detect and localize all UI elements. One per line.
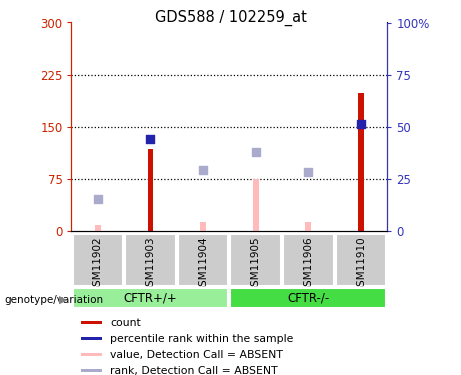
Point (147, 136, 154, 142)
Text: CFTR-/-: CFTR-/- (287, 292, 330, 304)
Bar (81, 321, 102, 324)
Text: genotype/variation: genotype/variation (5, 295, 104, 305)
Text: CFTR+/+: CFTR+/+ (124, 292, 177, 304)
Bar (283, 234, 334, 286)
Bar (125, 234, 176, 286)
Text: GSM11910: GSM11910 (356, 237, 366, 294)
Text: GDS588 / 102259_at: GDS588 / 102259_at (154, 9, 307, 26)
Bar (230, 288, 386, 308)
Text: GSM11902: GSM11902 (93, 237, 103, 294)
Bar (253, 178, 259, 231)
Text: value, Detection Call = ABSENT: value, Detection Call = ABSENT (110, 350, 283, 360)
Bar (81, 337, 102, 340)
Point (94, 196, 101, 202)
Text: rank, Detection Call = ABSENT: rank, Detection Call = ABSENT (110, 366, 278, 375)
Bar (230, 234, 281, 286)
Text: GSM11903: GSM11903 (145, 237, 155, 294)
Text: percentile rank within the sample: percentile rank within the sample (110, 334, 294, 344)
Bar (81, 369, 102, 372)
Point (252, 148, 260, 154)
Bar (178, 234, 228, 286)
Bar (81, 353, 102, 356)
Text: GSM11906: GSM11906 (303, 237, 313, 294)
Bar (336, 234, 386, 286)
Bar (95, 225, 100, 231)
Text: count: count (110, 318, 141, 328)
Bar (148, 149, 153, 231)
Bar (306, 222, 311, 231)
Text: GSM11904: GSM11904 (198, 237, 208, 294)
Point (199, 167, 207, 173)
Bar (358, 93, 364, 231)
Bar (200, 222, 206, 231)
Bar (72, 288, 228, 308)
Text: ▶: ▶ (59, 295, 68, 305)
Point (357, 122, 365, 128)
Bar (72, 234, 123, 286)
Text: GSM11905: GSM11905 (251, 237, 260, 294)
Point (305, 170, 312, 176)
